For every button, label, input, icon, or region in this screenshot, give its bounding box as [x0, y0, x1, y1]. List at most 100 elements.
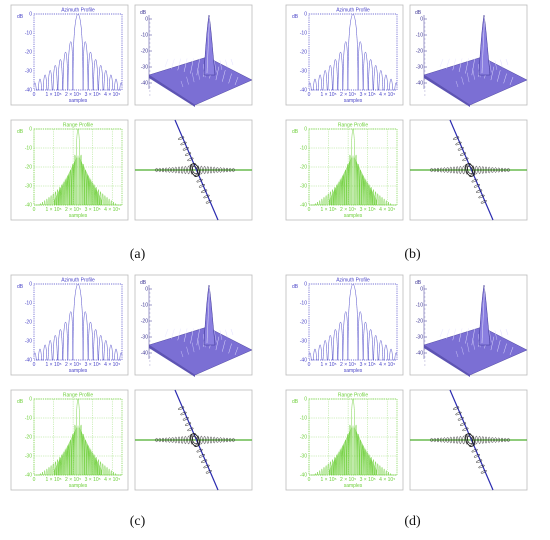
- b-surface-ztick-1: -10: [416, 33, 423, 39]
- b-surface-ridge-b-9: [505, 58, 509, 66]
- a-azimuth-curve: [33, 13, 123, 91]
- a-contour-lobe-r-3: [165, 167, 168, 173]
- b-surface-ridge-a-2: [452, 58, 456, 71]
- b-contour-lobe-a-0: [453, 136, 460, 140]
- a-contour-lobe-r-7: [177, 166, 181, 174]
- c-contour-lobe-a-2: [182, 417, 189, 421]
- b-surface-ridge-a-8: [490, 66, 495, 81]
- a-surface-base-side: [149, 75, 195, 107]
- c-surface-ridge-b-2: [191, 342, 195, 353]
- c-surface-ztick-1: -10: [141, 303, 148, 309]
- b-azimuth-title: Azimuth Profile: [336, 8, 370, 14]
- a-surface-ridge-b-6: [214, 60, 217, 73]
- a-contour-lobe-r-10: [187, 165, 190, 175]
- b-surface-base-side: [424, 75, 470, 107]
- c-contour-lobe-r-15: [203, 436, 206, 444]
- c-azimuth-ytick-2: -20: [25, 320, 32, 326]
- a-range-xtick-1: 1 × 10⁵: [45, 207, 61, 213]
- a-surface-ridge-b-2: [191, 72, 195, 83]
- c-contour-lobe-r-10: [187, 435, 190, 445]
- c-surface-panel: dB0 -10 -20 -30 -40: [134, 274, 253, 377]
- d-surface-ridge-a-2: [452, 328, 456, 341]
- d-range-xlabel: samples: [344, 483, 363, 489]
- c-surface-ridge-b-3: [197, 338, 200, 350]
- d-surface-peak-highlight: [481, 286, 485, 344]
- d-azimuth-ylabel: dB: [292, 284, 299, 290]
- a-azimuth-ytick-3: -30: [25, 69, 32, 75]
- b-range-ytick-2: -20: [300, 165, 307, 171]
- b-contour-lobe-a-1: [455, 141, 462, 146]
- d-azimuth-xtick-2: 2 × 10⁵: [340, 362, 356, 368]
- d-surface-ridge-a-4: [465, 328, 469, 344]
- d-surface-peak: [478, 284, 491, 346]
- b-contour-lobe-a-12: [480, 200, 487, 204]
- c-azimuth-ylabel: dB: [17, 284, 24, 290]
- c-range-ytick-2: -20: [25, 435, 32, 441]
- b-azimuth-curve: [308, 13, 398, 91]
- c-azimuth-ytick-0: 0: [29, 282, 32, 288]
- a-azimuth-xlabel: samples: [69, 98, 88, 104]
- d-surface-ridge-a-3: [458, 328, 463, 342]
- a-surface-ridge-a-8: [215, 66, 220, 81]
- a-contour-lobe-r-24: [232, 167, 235, 173]
- d-azimuth-xtick-4: 4 × 10⁵: [379, 362, 395, 368]
- c-azimuth-xtick-1: 1 × 10⁵: [45, 362, 61, 368]
- d-azimuth-ytick-4: -40: [300, 358, 307, 364]
- b-surface-peak-highlight: [481, 16, 485, 74]
- b-contour-lobe-r-24: [507, 167, 510, 173]
- d-contour-lobe-a-11: [478, 464, 485, 469]
- figure-d: Azimuth Profile dB samples 0 -10 -20 -30 -40 0 1 …: [275, 270, 550, 540]
- b-contour-lobe-a-9: [473, 184, 480, 188]
- c-surface-ridge-a-3: [183, 328, 188, 342]
- b-range-title: Range Profile: [338, 123, 369, 129]
- a-azimuth-frame: [10, 4, 129, 106]
- b-surface-ztick-4: -40: [416, 81, 423, 87]
- d-contour-lobe-a-0: [453, 406, 460, 410]
- d-contour-lobe-r-24: [507, 437, 510, 443]
- b-surface-ridge-b-2: [466, 72, 470, 83]
- d-surface-ridge-a-8: [490, 336, 495, 351]
- a-surface-ridge-a-10: [228, 73, 232, 84]
- d-contour-lobe-a-4: [462, 427, 469, 432]
- b-surface-ridge-b-6: [489, 60, 492, 73]
- a-surface-ztick-1: -10: [141, 33, 148, 39]
- b-range-xtick-4: 4 × 10⁵: [379, 207, 395, 213]
- d-surface-base: [423, 326, 528, 376]
- d-range-xtick-4: 4 × 10⁵: [379, 477, 395, 483]
- a-contour-lobe-r-22: [225, 167, 229, 173]
- b-surface-ridge-b-8: [500, 59, 503, 68]
- d-contour-lobe-r-15: [478, 436, 481, 444]
- a-range-ylabel: dB: [17, 129, 24, 135]
- b-surface-ridge-b-3: [472, 68, 475, 80]
- figure-b: Azimuth Profile dB samples 0 -10 -20 -30 -40 0 1 …: [275, 0, 550, 270]
- b-contour-panel: [409, 119, 528, 221]
- b-range-ylabel: dB: [292, 129, 299, 135]
- a-contour-lobe-a-8: [196, 178, 203, 183]
- b-surface-ridge-a-5: [471, 58, 476, 76]
- c-contour-lobe-r-24: [232, 437, 235, 443]
- d-surface-ridge-a-9: [497, 340, 501, 352]
- d-azimuth-ytick-1: -10: [300, 301, 307, 307]
- d-surface-ridge-a-5: [471, 328, 476, 346]
- d-surface-ridge-b-1: [461, 346, 464, 355]
- c-surface-ridge-a-10: [228, 343, 232, 354]
- c-surface-ztick-4: -40: [141, 351, 148, 357]
- b-azimuth-xtick-1: 1 × 10⁵: [320, 92, 336, 98]
- c-contour-lobe-r-19: [216, 437, 219, 443]
- a-azimuth-title: Azimuth Profile: [61, 8, 95, 14]
- d-range-ylabel: dB: [292, 399, 299, 405]
- c-contour-lobe-r-14: [200, 435, 203, 445]
- b-surface-peak: [478, 14, 491, 76]
- c-surface-ridge-b-1: [186, 346, 189, 355]
- c-range-curve: [34, 398, 122, 476]
- a-contour-lobe-r-9: [184, 166, 187, 174]
- d-azimuth-ytick-3: -30: [300, 339, 307, 345]
- d-range-ytick-4: -40: [300, 473, 307, 479]
- b-surface-ztick-2: -20: [416, 49, 423, 55]
- b-contour-lobe-a-11: [478, 194, 485, 199]
- d-surface-ztick-4: -40: [416, 351, 423, 357]
- a-contour-lobe-a-1: [180, 141, 187, 146]
